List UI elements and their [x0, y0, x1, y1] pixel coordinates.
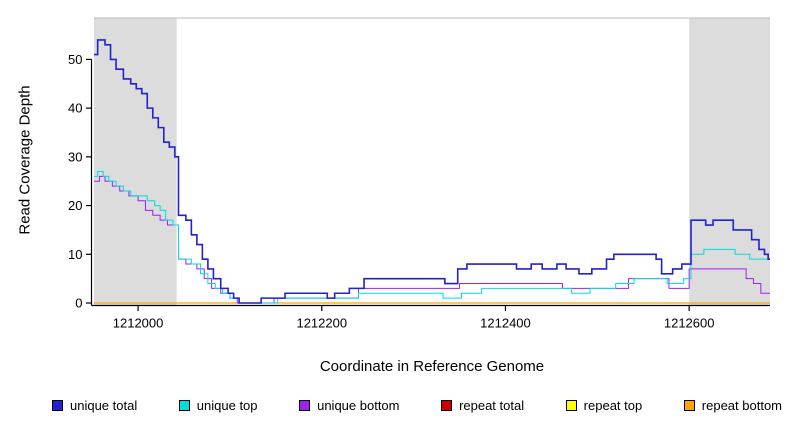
- legend-swatch-unique-top-icon: [178, 400, 190, 411]
- y-tick-label: 40: [68, 101, 82, 116]
- shaded-region: [94, 18, 177, 306]
- legend-label: unique total: [70, 398, 138, 413]
- legend-swatch-repeat-bottom-icon: [683, 400, 695, 411]
- y-tick-label: 10: [68, 247, 82, 262]
- y-tick-label: 30: [68, 149, 82, 164]
- x-tick-label: 1212600: [664, 316, 715, 331]
- legend-label: unique top: [196, 398, 258, 413]
- chart-legend: unique total unique top unique bottom repea…: [52, 398, 782, 413]
- legend-item-repeat-top: repeat top: [565, 398, 643, 413]
- legend-item-repeat-total: repeat total: [441, 398, 524, 413]
- legend-swatch-repeat-top-icon: [565, 400, 577, 411]
- x-tick-label: 1212200: [296, 316, 347, 331]
- legend-swatch-unique-bottom-icon: [299, 400, 311, 411]
- legend-swatch-unique-total-icon: [52, 400, 63, 411]
- shaded-region: [689, 18, 770, 306]
- legend-item-repeat-bottom: repeat bottom: [683, 398, 782, 413]
- series-line-unique-top: [94, 170, 770, 304]
- legend-label: repeat bottom: [701, 398, 782, 413]
- y-tick-label: 20: [68, 198, 82, 213]
- series-line-unique-total: [94, 39, 770, 304]
- legend-label: repeat top: [583, 398, 643, 413]
- legend-item-unique-total: unique total: [52, 398, 137, 413]
- x-tick-label: 1212000: [113, 316, 164, 331]
- coverage-plot: 0 10 20 30 40 50 1212000 1212200 1212400 1212600: [68, 17, 770, 331]
- legend-swatch-repeat-total-icon: [441, 400, 453, 411]
- y-tick-label: 50: [68, 52, 82, 67]
- legend-item-unique-top: unique top: [178, 398, 258, 413]
- legend-label: repeat total: [459, 398, 525, 413]
- x-axis-title: Coordinate in Reference Genome: [319, 358, 545, 375]
- legend-label: unique bottom: [317, 398, 400, 413]
- x-tick-label: 1212400: [480, 316, 531, 331]
- legend-item-unique-bottom: unique bottom: [299, 398, 400, 413]
- y-tick-label: 0: [75, 296, 82, 311]
